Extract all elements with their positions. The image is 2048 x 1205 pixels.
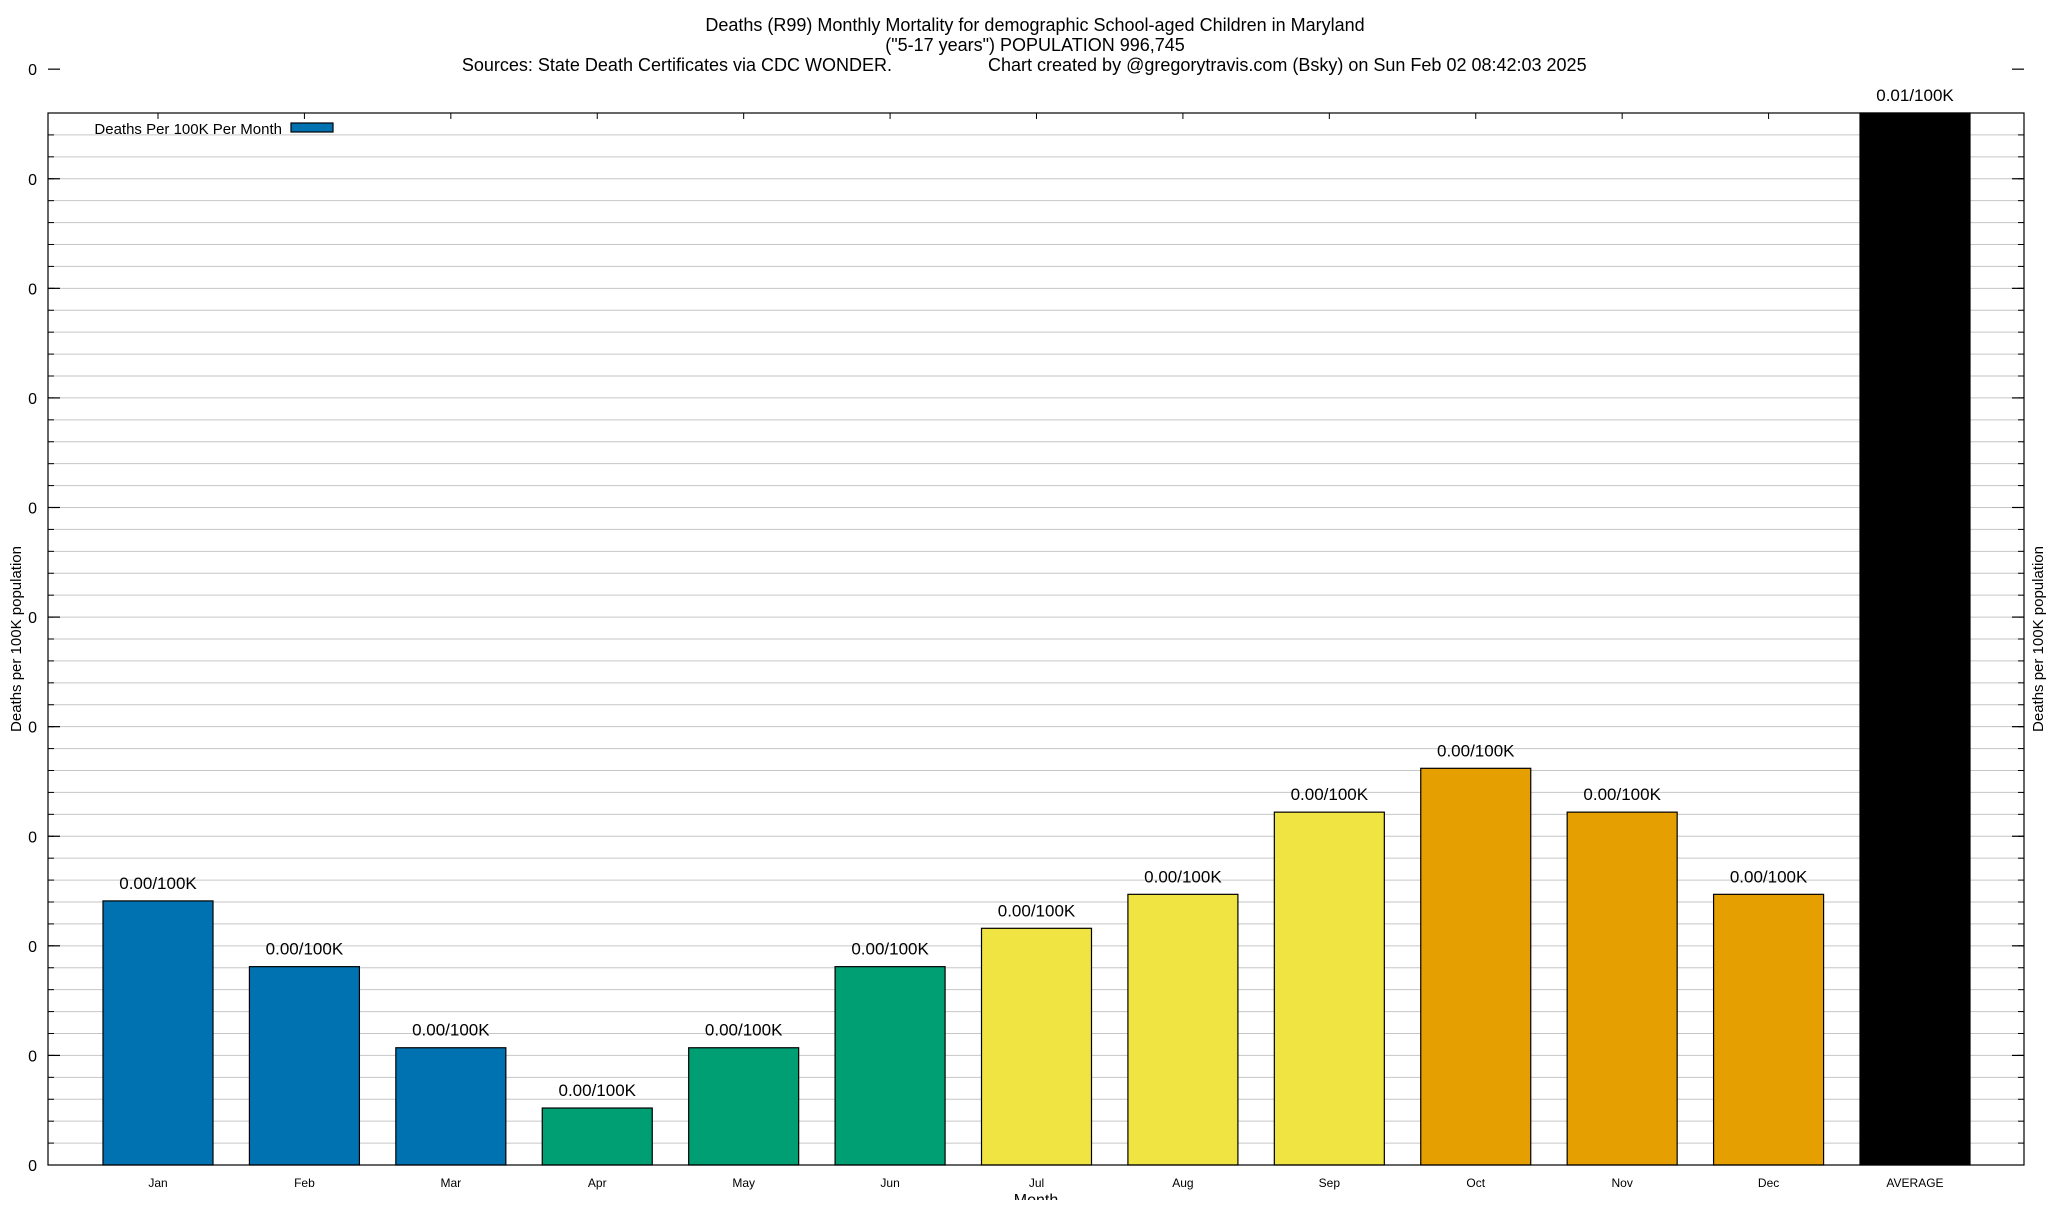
bar-aug <box>1127 893 1239 1166</box>
x-tick-label: Aug <box>1172 1176 1193 1190</box>
x-tick-labels: Jan Feb Mar Apr May Jun Jul Aug Sep Oct Nov Dec AVER… <box>148 1176 1943 1190</box>
bars <box>102 112 1971 1166</box>
data-label: 0.01/100K <box>1876 86 1954 105</box>
y-tick-label: 0 <box>28 391 37 408</box>
data-label: 0.00/100K <box>1144 867 1222 886</box>
chart-credit: Chart created by @gregorytravis.com (Bsk… <box>988 55 1587 75</box>
y-tick-label: 0 <box>28 1158 37 1175</box>
y-tick-label: 0 <box>28 1048 37 1065</box>
data-label: 0.00/100K <box>998 901 1076 920</box>
y-axis-label-left: Deaths per 100K population <box>8 546 25 732</box>
x-tick-label: Sep <box>1319 1176 1341 1190</box>
bar-nov <box>1566 811 1678 1166</box>
data-label: 0.00/100K <box>412 1021 490 1040</box>
data-label: 0.00/100K <box>266 940 344 959</box>
y-tick-labels: 0 0 0 0 0 0 0 0 0 0 0 <box>28 62 37 1175</box>
bar-jan <box>102 900 214 1166</box>
y-tick-label: 0 <box>28 610 37 627</box>
data-label: 0.00/100K <box>705 1021 783 1040</box>
bar-apr <box>541 1107 653 1166</box>
x-tick-label: Jan <box>148 1176 167 1190</box>
legend-label: Deaths Per 100K Per Month <box>94 121 282 138</box>
bar-feb <box>248 966 361 1166</box>
data-label: 0.00/100K <box>851 940 929 959</box>
x-tick-label: Mar <box>440 1176 461 1190</box>
legend-swatch <box>290 122 334 133</box>
data-label: 0.00/100K <box>1583 785 1661 804</box>
legend: Deaths Per 100K Per Month <box>94 121 334 138</box>
plot-frame <box>47 112 2025 1166</box>
data-labels: 0.00/100K 0.00/100K 0.00/100K 0.00/100K 0.00… <box>119 86 1954 1100</box>
x-tick-label: Dec <box>1758 1176 1779 1190</box>
data-label: 0.00/100K <box>119 874 197 893</box>
x-tick-label: Jun <box>880 1176 899 1190</box>
data-label: 0.00/100K <box>1730 867 1808 886</box>
grid-lines <box>48 134 2024 1144</box>
chart-subtitle: ("5-17 years") POPULATION 996,745 <box>885 35 1185 55</box>
x-tick-label: May <box>732 1176 755 1190</box>
y-tick-label: 0 <box>28 62 37 79</box>
x-tick-label: Nov <box>1611 1176 1632 1190</box>
bar-sep <box>1273 811 1385 1166</box>
y-tick-label: 0 <box>28 172 37 189</box>
x-axis-label: Month <box>1014 1192 1058 1200</box>
y-tick-label: 0 <box>28 720 37 737</box>
x-tick-label: Apr <box>588 1176 607 1190</box>
x-tick-label: Jul <box>1029 1176 1044 1190</box>
y-tick-label: 0 <box>28 281 37 298</box>
bar-may <box>688 1047 800 1166</box>
bar-average <box>1859 112 1971 1166</box>
chart-title: Deaths (R99) Monthly Mortality for demog… <box>705 15 1364 35</box>
bar-oct <box>1420 767 1532 1166</box>
y-axis-label-right: Deaths per 100K population <box>2030 546 2047 732</box>
data-label: 0.00/100K <box>558 1081 636 1100</box>
x-tick-label: Feb <box>294 1176 315 1190</box>
data-label: 0.00/100K <box>1437 741 1515 760</box>
y-tick-label: 0 <box>28 829 37 846</box>
bar-dec <box>1712 893 1825 1166</box>
bar-mar <box>395 1047 507 1166</box>
chart-sources: Sources: State Death Certificates via CD… <box>462 55 892 75</box>
y-tick-label: 0 <box>28 501 37 518</box>
x-tick-label: AVERAGE <box>1886 1176 1943 1190</box>
x-tick-label: Oct <box>1466 1176 1485 1190</box>
bar-jul <box>980 927 1093 1166</box>
data-label: 0.00/100K <box>1291 785 1369 804</box>
axis-ticks <box>48 68 2024 1144</box>
y-tick-label: 0 <box>28 939 37 956</box>
bar-jun <box>834 966 946 1166</box>
